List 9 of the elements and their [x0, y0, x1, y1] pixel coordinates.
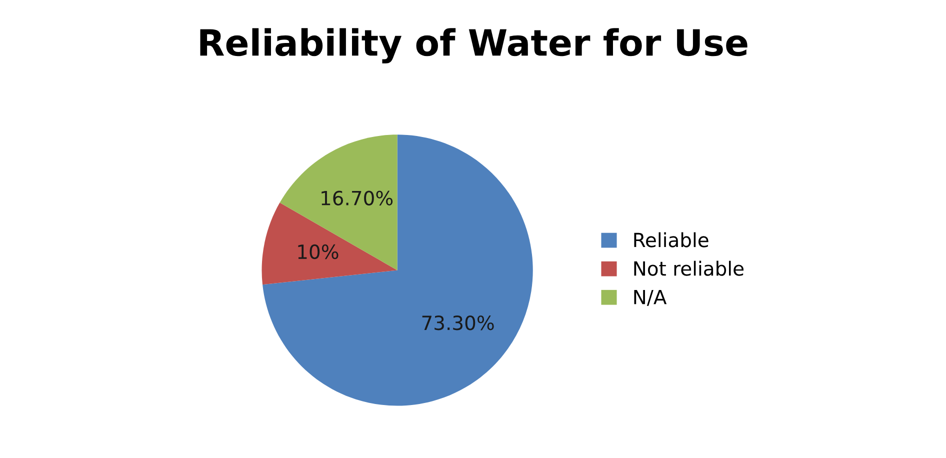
data-label: 73.30% [422, 316, 494, 330]
legend-label: N/A [634, 290, 667, 306]
legend-label: Not reliable [634, 260, 744, 276]
pie-slice [262, 134, 533, 406]
legend-label: Reliable [634, 232, 708, 248]
chart-title: Reliability of Water for Use [200, 28, 748, 64]
data-label: 16.70% [322, 190, 393, 206]
data-label: 10% [298, 244, 338, 260]
pie-slice [280, 134, 398, 270]
